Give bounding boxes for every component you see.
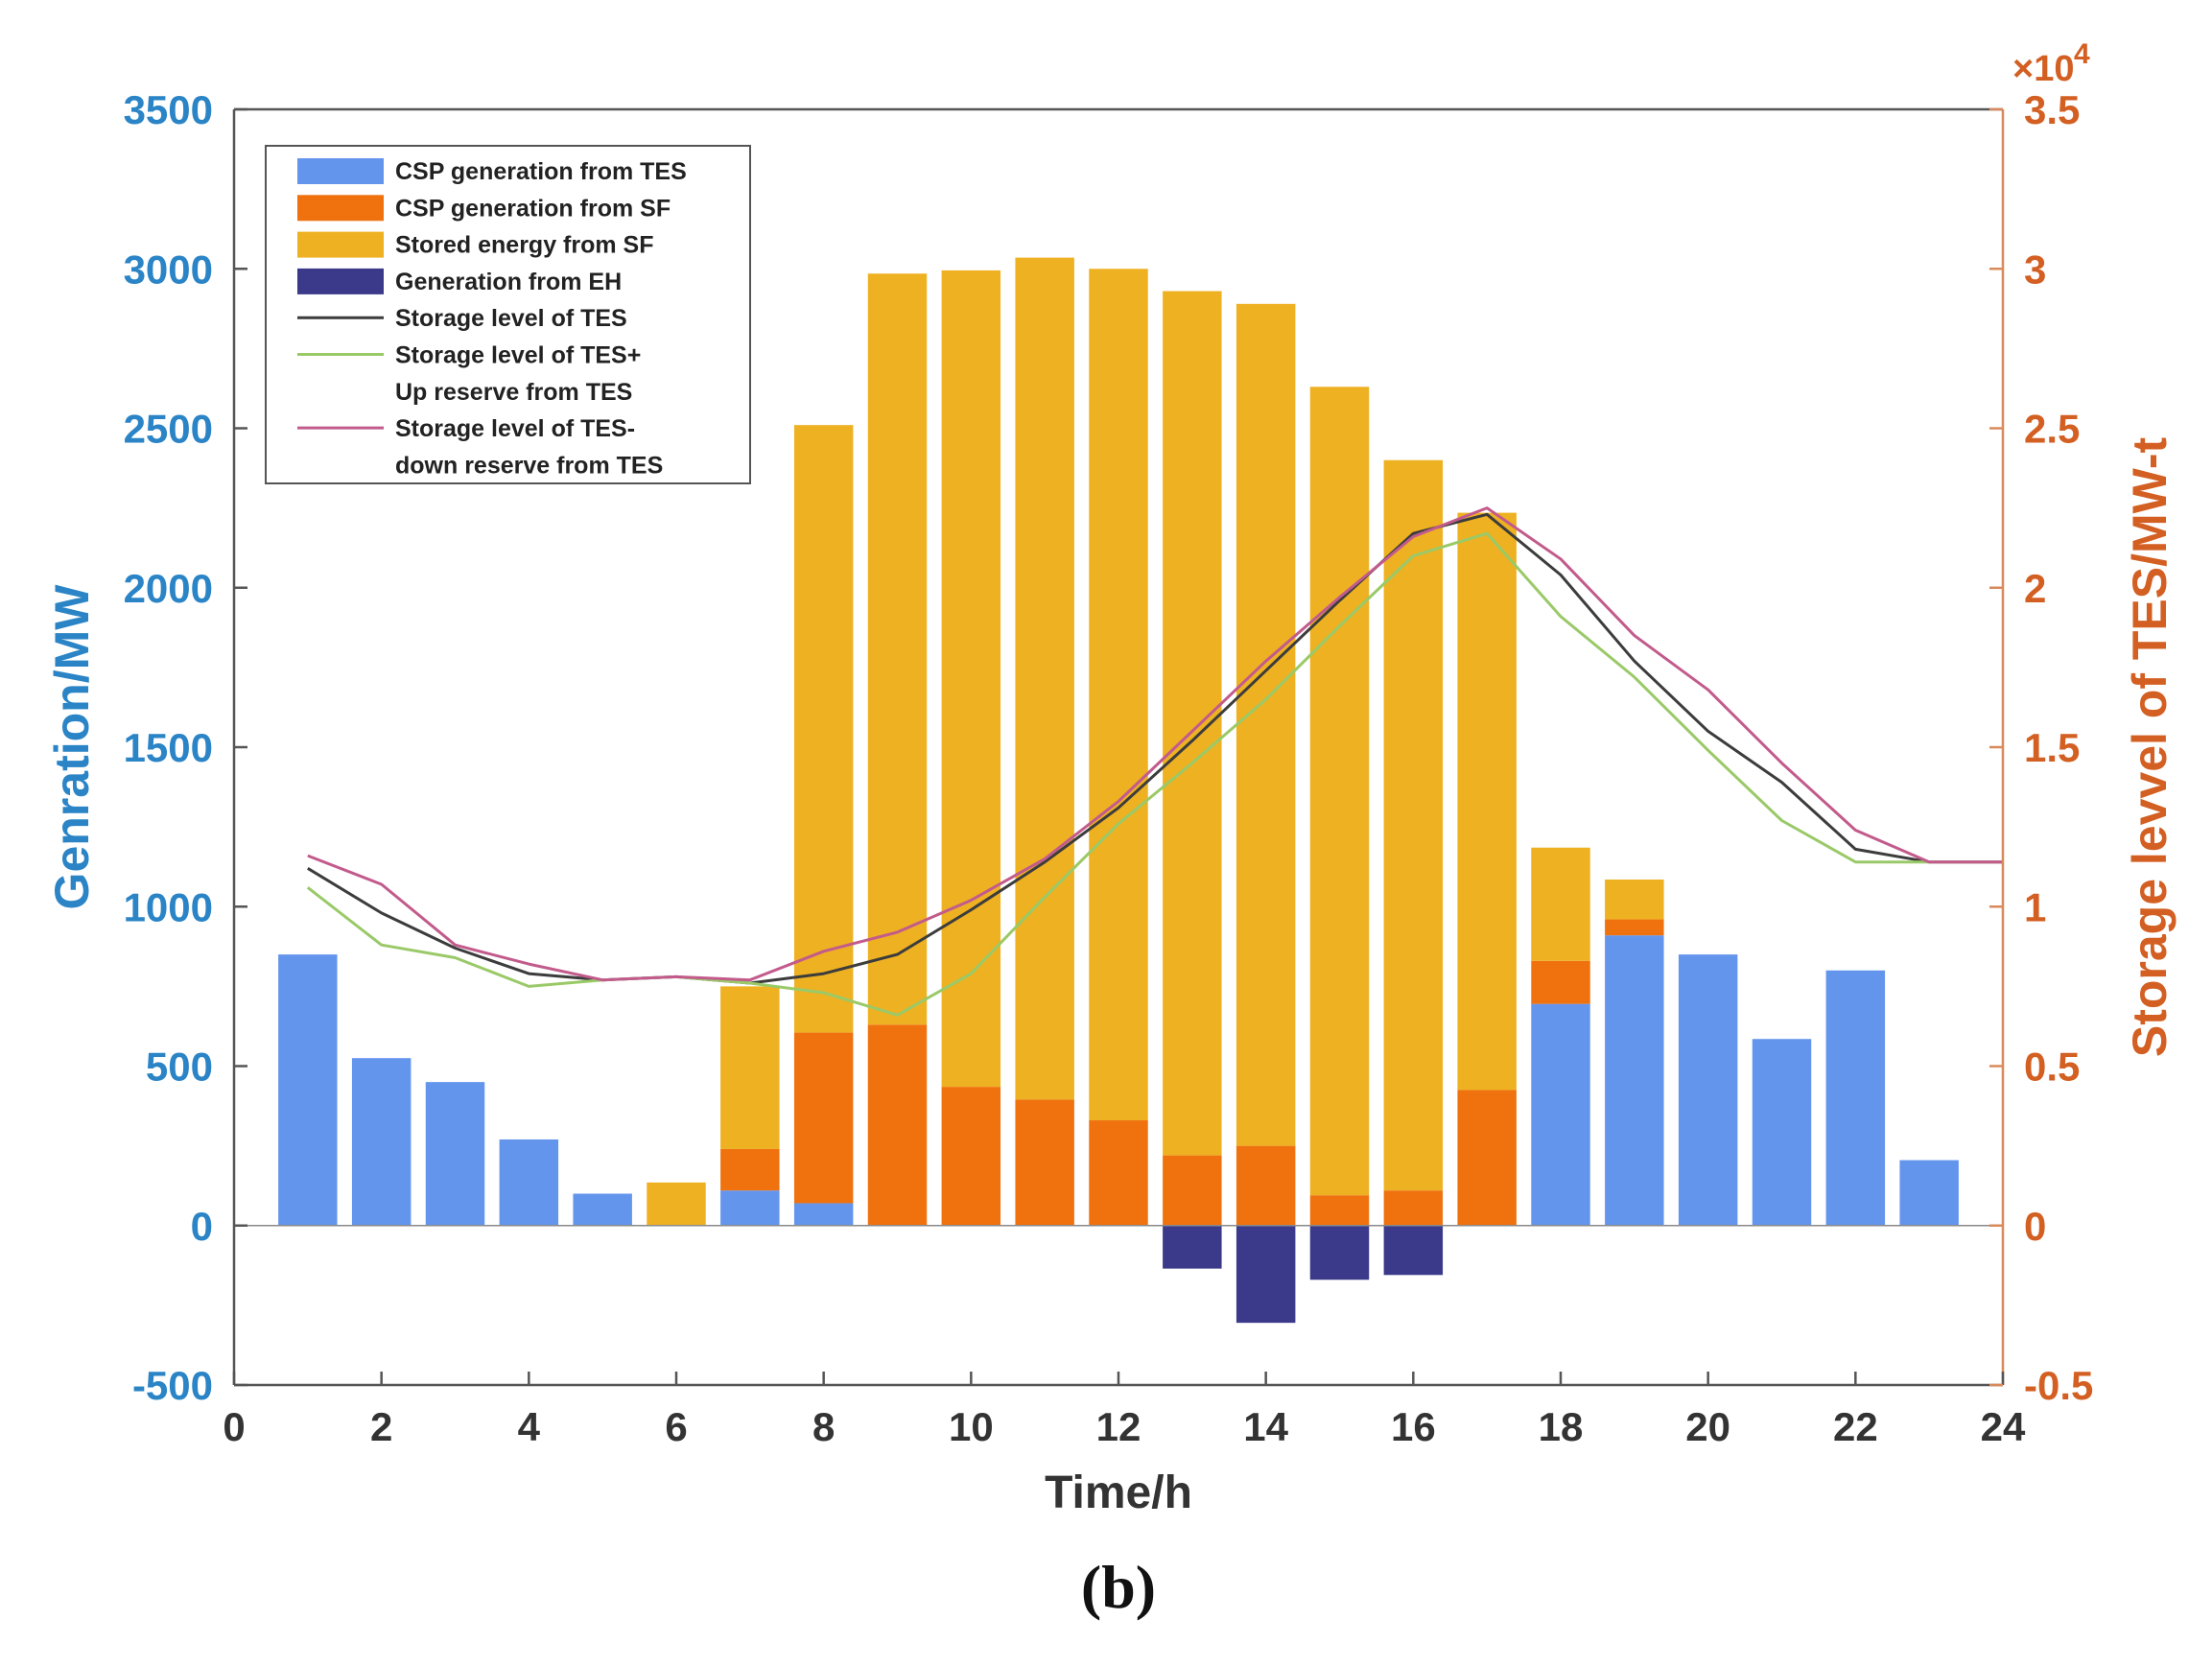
y2-tick-label: -0.5: [2024, 1363, 2093, 1408]
y-tick-label: 1000: [124, 884, 213, 929]
y2-tick-label: 3.5: [2024, 87, 2080, 132]
bar-s1-h14: [1235, 1145, 1296, 1226]
legend-label: Stored energy from SF: [395, 232, 654, 259]
y-tick-label: 500: [146, 1045, 213, 1090]
x-tick-label: 10: [949, 1404, 994, 1449]
right-axis-exponent-power: 4: [2074, 38, 2090, 70]
bar-s0-h7: [720, 1190, 780, 1226]
x-tick-label: 20: [1685, 1404, 1730, 1449]
x-tick-label: 8: [812, 1404, 835, 1449]
bar-s1-h9: [867, 1024, 928, 1226]
x-tick-label: 16: [1391, 1404, 1436, 1449]
y2-tick-label: 1.5: [2024, 725, 2080, 770]
bar-s2-h6: [647, 1182, 706, 1226]
y-tick-label: 2500: [124, 407, 213, 452]
y2-tick-label: 2: [2024, 566, 2046, 611]
bar-s1-h7: [720, 1148, 780, 1191]
bar-s0-h20: [1678, 954, 1738, 1226]
bar-s1-h13: [1163, 1155, 1222, 1226]
legend-label: Generation from EH: [395, 269, 622, 295]
legend-swatch: [297, 195, 384, 222]
x-tick-label: 4: [518, 1404, 541, 1449]
bar-s3-h14: [1235, 1225, 1296, 1324]
bar-s3-h13: [1163, 1225, 1222, 1269]
line-series-1: [306, 531, 2003, 1017]
legend-swatch: [297, 268, 384, 294]
legend-label: Storage level of TES: [395, 305, 627, 332]
bar-s2-h12: [1089, 269, 1148, 1121]
bar-s0-h1: [278, 954, 338, 1226]
y-tick-label: 2000: [124, 566, 213, 611]
right-axis-exponent: ×10: [2012, 49, 2074, 89]
bar-s0-h3: [425, 1082, 485, 1226]
legend-label-line2: Up reserve from TES: [395, 379, 632, 406]
bar-s2-h13: [1163, 291, 1222, 1156]
bar-s0-h19: [1605, 935, 1664, 1226]
bar-s2-h16: [1383, 459, 1444, 1191]
legend-label: Storage level of TES+: [395, 342, 641, 369]
legend-swatch: [297, 231, 384, 258]
legend-label-line2: down reserve from TES: [395, 452, 663, 479]
bar-s0-h18: [1531, 1003, 1590, 1226]
x-tick-label: 22: [1833, 1404, 1878, 1449]
bar-s2-h14: [1235, 303, 1296, 1146]
bar-s2-h18: [1531, 847, 1590, 961]
bar-s3-h16: [1383, 1225, 1444, 1276]
bar-s1-h17: [1457, 1090, 1517, 1226]
y2-tick-label: 0: [2024, 1204, 2046, 1249]
x-tick-label: 14: [1243, 1404, 1288, 1449]
y-tick-label: 3000: [124, 247, 213, 292]
y2-tick-label: 2.5: [2024, 407, 2080, 452]
bar-s1-h11: [1015, 1099, 1074, 1226]
bar-s0-h22: [1825, 970, 1886, 1226]
line-series-2: [307, 506, 2003, 982]
bar-s1-h12: [1089, 1120, 1148, 1226]
y2-tick-label: 3: [2024, 247, 2046, 292]
bar-s1-h18: [1531, 960, 1590, 1004]
bar-s2-h7: [720, 986, 780, 1149]
figure-caption: (b): [1081, 1553, 1156, 1621]
y-tick-label: 3500: [124, 87, 213, 132]
bar-s0-h4: [499, 1139, 559, 1226]
bar-s1-h8: [793, 1032, 854, 1204]
legend-label: CSP generation from TES: [395, 158, 687, 185]
y2-tick-label: 1: [2024, 884, 2046, 929]
bar-s0-h2: [351, 1058, 412, 1226]
y-tick-label: -500: [132, 1363, 213, 1408]
x-tick-label: 2: [370, 1404, 392, 1449]
y-tick-label: 1500: [124, 725, 213, 770]
bar-s0-h23: [1899, 1160, 1959, 1226]
x-tick-label: 0: [223, 1404, 245, 1449]
bar-s0-h8: [793, 1203, 854, 1226]
bar-s2-h8: [793, 425, 854, 1033]
x-tick-label: 24: [1981, 1404, 2026, 1449]
bar-s0-h5: [573, 1193, 632, 1226]
legend-label: CSP generation from SF: [395, 195, 671, 222]
bar-s1-h15: [1309, 1195, 1370, 1226]
bar-s2-h11: [1015, 257, 1074, 1100]
x-tick-label: 12: [1096, 1404, 1141, 1449]
line-series-0: [307, 512, 2003, 985]
bar-s2-h19: [1605, 879, 1664, 920]
legend-swatch: [297, 158, 384, 184]
x-axis-title: Time/h: [1045, 1467, 1192, 1518]
bar-s2-h9: [867, 273, 928, 1025]
y-tick-label: 0: [191, 1204, 213, 1249]
x-tick-label: 6: [665, 1404, 687, 1449]
y2-tick-label: 0.5: [2024, 1045, 2080, 1090]
legend-label: Storage level of TES-: [395, 415, 635, 442]
y-axis-title: Genration/MW: [45, 584, 99, 910]
bar-s1-h19: [1605, 919, 1664, 936]
y2-axis-title: Storage levvel of TES/MW-t: [2123, 437, 2177, 1058]
bar-s0-h21: [1752, 1039, 1812, 1226]
bar-s3-h15: [1309, 1225, 1370, 1280]
bar-s2-h17: [1457, 512, 1517, 1091]
bar-s1-h10: [941, 1087, 1001, 1226]
x-tick-label: 18: [1539, 1404, 1584, 1449]
bar-s2-h10: [941, 270, 1001, 1088]
bar-s1-h16: [1383, 1190, 1444, 1226]
bar-s2-h15: [1309, 387, 1370, 1196]
